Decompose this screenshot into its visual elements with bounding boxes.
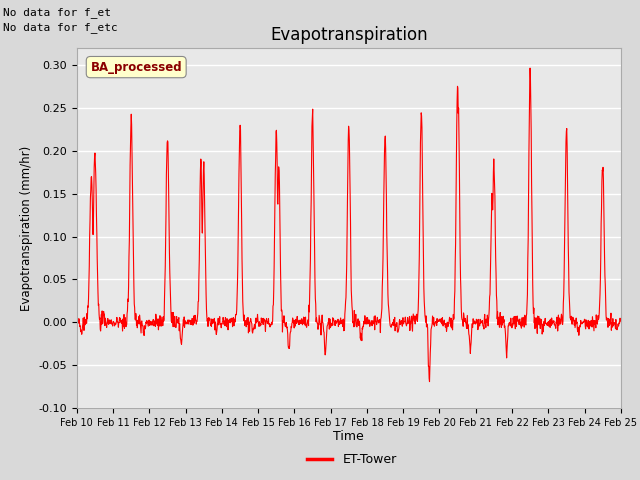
Y-axis label: Evapotranspiration (mm/hr): Evapotranspiration (mm/hr) — [20, 145, 33, 311]
Title: Evapotranspiration: Evapotranspiration — [270, 25, 428, 44]
Text: No data for f_etc: No data for f_etc — [3, 22, 118, 33]
Text: No data for f_et: No data for f_et — [3, 7, 111, 18]
Legend: ET-Tower: ET-Tower — [302, 448, 402, 471]
X-axis label: Time: Time — [333, 431, 364, 444]
Text: BA_processed: BA_processed — [90, 60, 182, 73]
